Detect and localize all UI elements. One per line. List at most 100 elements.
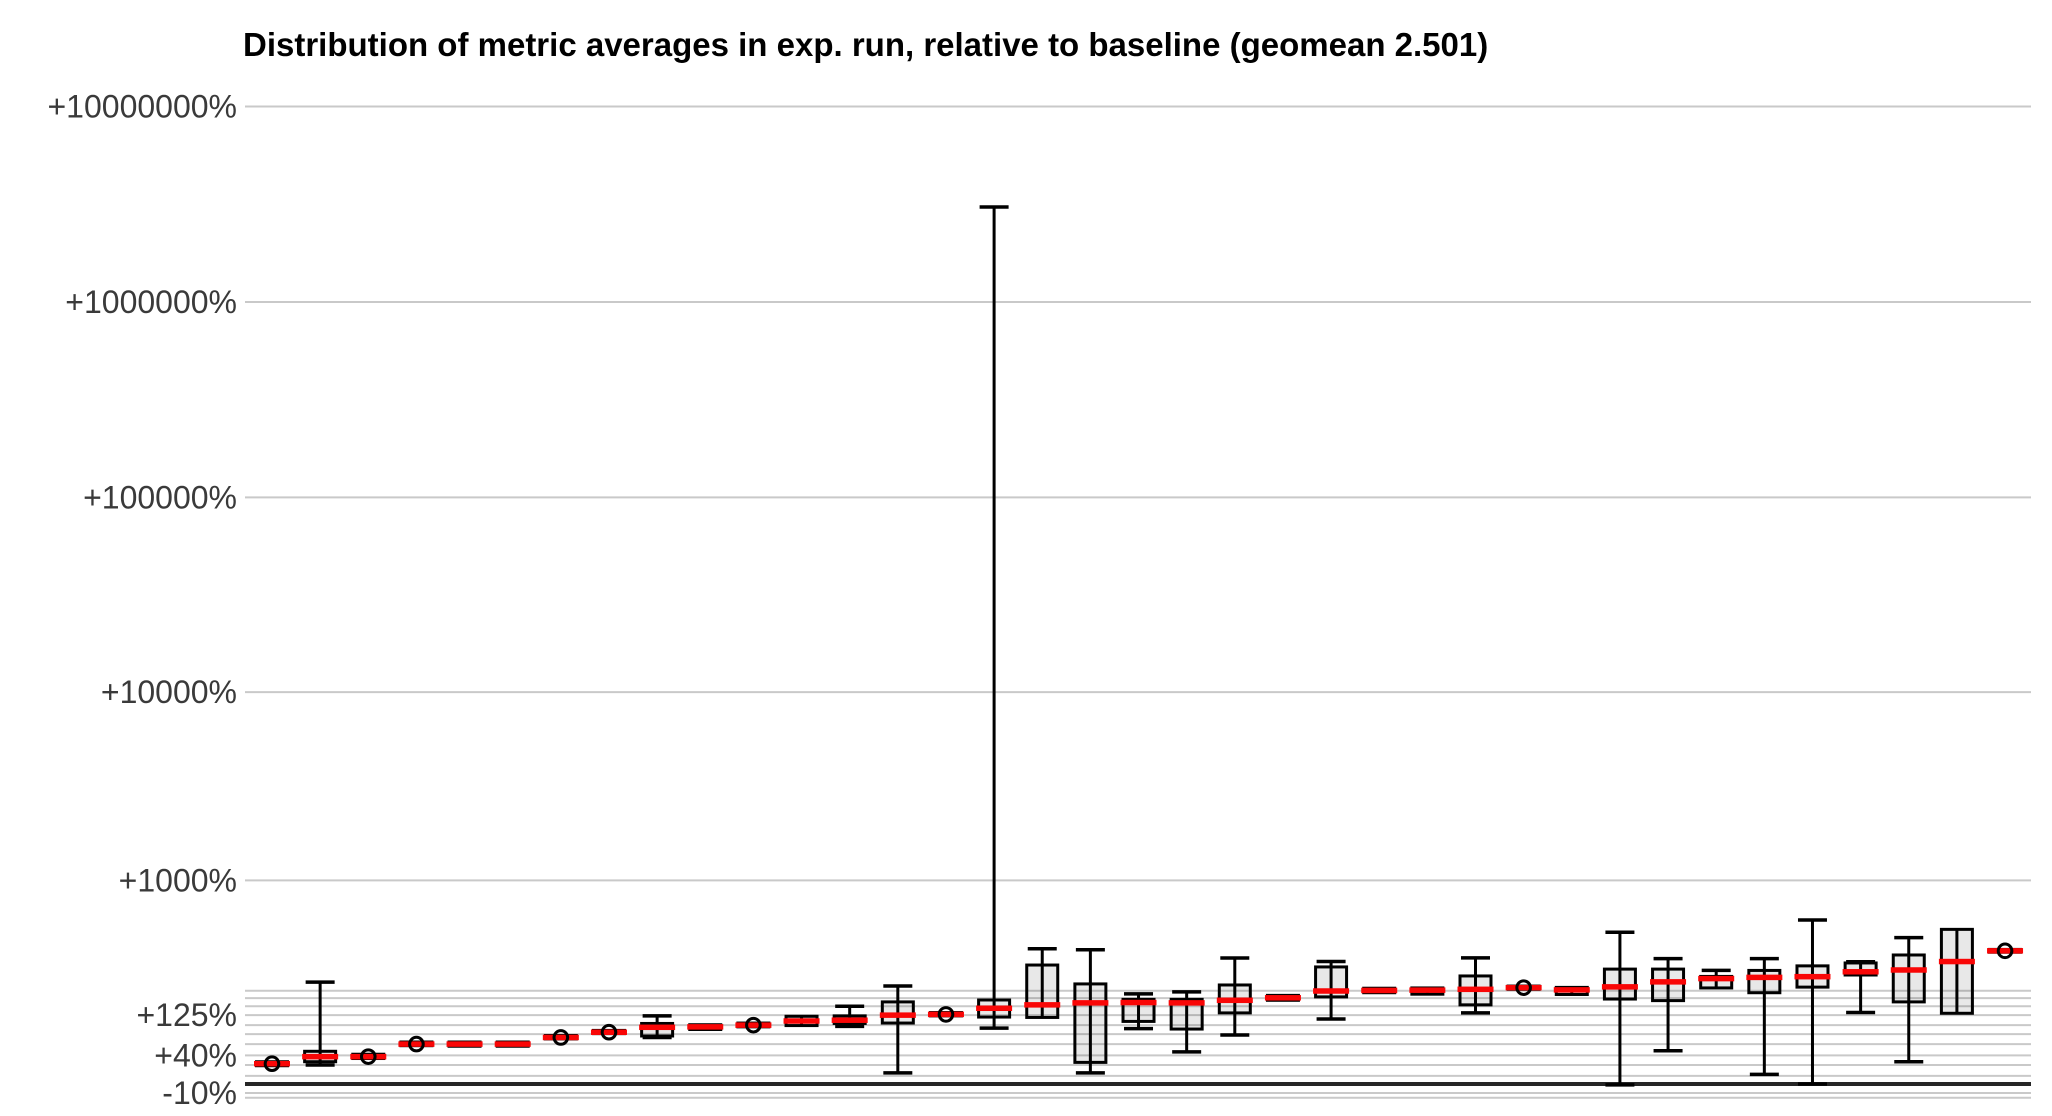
box-plot-item — [1505, 979, 1542, 996]
box-plot-item — [1794, 918, 1831, 1086]
box-plot-item — [590, 1023, 627, 1041]
median-line — [494, 1041, 531, 1047]
median-line — [302, 1053, 339, 1060]
median-line — [1698, 975, 1735, 982]
median-line — [639, 1024, 676, 1031]
point-marker — [937, 1006, 955, 1023]
box-plot-item — [350, 1048, 387, 1065]
median-line — [542, 1034, 579, 1041]
box-plot-item — [927, 1006, 964, 1023]
median-line — [879, 1012, 916, 1018]
median-line — [1650, 979, 1687, 985]
box-plot-item — [1553, 985, 1590, 996]
box-plot-item — [302, 980, 339, 1067]
iqr-box — [1939, 927, 1974, 1015]
y-tick-label: +10000% — [101, 674, 237, 710]
median-line — [590, 1029, 627, 1035]
box-plot-item — [1216, 956, 1253, 1037]
box-plot-item — [1120, 992, 1157, 1031]
median-line — [1024, 1002, 1061, 1008]
median-line — [254, 1060, 290, 1067]
median-line — [1120, 999, 1157, 1006]
box-plot-item — [831, 1004, 868, 1029]
box-plot-item — [1168, 990, 1205, 1054]
y-tick-label: +1000000% — [65, 284, 237, 320]
box-plot-item — [1938, 927, 1975, 1015]
median-line — [1168, 1000, 1205, 1006]
box-plot-item — [1842, 960, 1879, 1015]
median-line — [735, 1022, 772, 1028]
point-marker — [552, 1029, 570, 1046]
y-tick-label: +1000% — [119, 862, 237, 898]
iqr-box — [1651, 967, 1686, 1003]
point-marker — [1515, 979, 1532, 996]
median-line — [783, 1018, 820, 1024]
median-line — [687, 1024, 724, 1030]
box-plot-item — [1890, 935, 1927, 1064]
median-line — [398, 1041, 435, 1047]
box-plot-item — [494, 1040, 531, 1048]
box-plot-item — [1072, 948, 1109, 1075]
box-plot-item — [1264, 993, 1301, 1002]
median-line — [1890, 967, 1927, 973]
median-line — [1938, 958, 1975, 965]
median-line — [1842, 969, 1879, 975]
iqr-box — [1025, 963, 1060, 1019]
box-plot-item — [254, 1055, 290, 1073]
iqr-box — [1747, 968, 1782, 995]
box-plot-item — [1601, 930, 1638, 1087]
box-plot-item — [1457, 956, 1494, 1015]
median-line — [831, 1017, 868, 1023]
iqr-box — [1073, 982, 1108, 1064]
box-plot-item — [639, 1014, 676, 1040]
median-line — [1794, 973, 1831, 980]
point-marker — [408, 1035, 425, 1053]
median-line — [350, 1053, 387, 1060]
median-line — [1457, 986, 1494, 993]
median-line — [1409, 987, 1446, 993]
box-plot-item — [1409, 986, 1446, 996]
box-plot-item — [1987, 942, 2024, 960]
median-line — [1264, 995, 1301, 1001]
box-plot-item — [398, 1035, 435, 1053]
median-line — [1746, 974, 1783, 981]
chart-title: Distribution of metric averages in exp. … — [243, 26, 1489, 63]
box-plot-item — [542, 1029, 579, 1046]
median-line — [1505, 984, 1542, 991]
iqr-box — [1602, 967, 1637, 1001]
median-line — [446, 1041, 483, 1047]
y-tick-label: +100000% — [83, 479, 237, 515]
iqr-box — [1891, 953, 1926, 1004]
median-line — [1553, 987, 1590, 993]
point-marker — [600, 1023, 618, 1041]
median-line — [1216, 997, 1253, 1004]
box-plot-item — [1698, 968, 1735, 990]
median-line — [927, 1011, 964, 1018]
median-line — [1313, 988, 1350, 994]
box-plot-item — [735, 1016, 772, 1034]
y-tick-label: +40% — [154, 1037, 237, 1073]
box-plot-item — [687, 1023, 724, 1032]
box-plot-item — [783, 1014, 820, 1028]
box-plot-item — [1650, 956, 1687, 1053]
box-plot-item — [1361, 986, 1398, 995]
box-plot-item — [879, 984, 916, 1075]
point-marker — [359, 1048, 377, 1065]
median-line — [1987, 948, 2024, 954]
median-line — [976, 1005, 1013, 1012]
median-line — [1601, 984, 1638, 990]
box-plot-item — [1313, 959, 1350, 1021]
y-tick-label: +125% — [136, 997, 237, 1033]
box-plot-item — [1024, 946, 1061, 1019]
point-marker — [745, 1016, 762, 1034]
box-plot-item — [446, 1040, 483, 1048]
point-marker — [1996, 942, 2014, 960]
median-line — [1072, 1000, 1109, 1006]
point-marker — [263, 1055, 281, 1073]
y-tick-label: +10000000% — [47, 88, 237, 124]
box-plot-item — [976, 205, 1013, 1030]
box-plot-item — [1746, 956, 1783, 1077]
y-tick-label: -10% — [162, 1075, 237, 1111]
